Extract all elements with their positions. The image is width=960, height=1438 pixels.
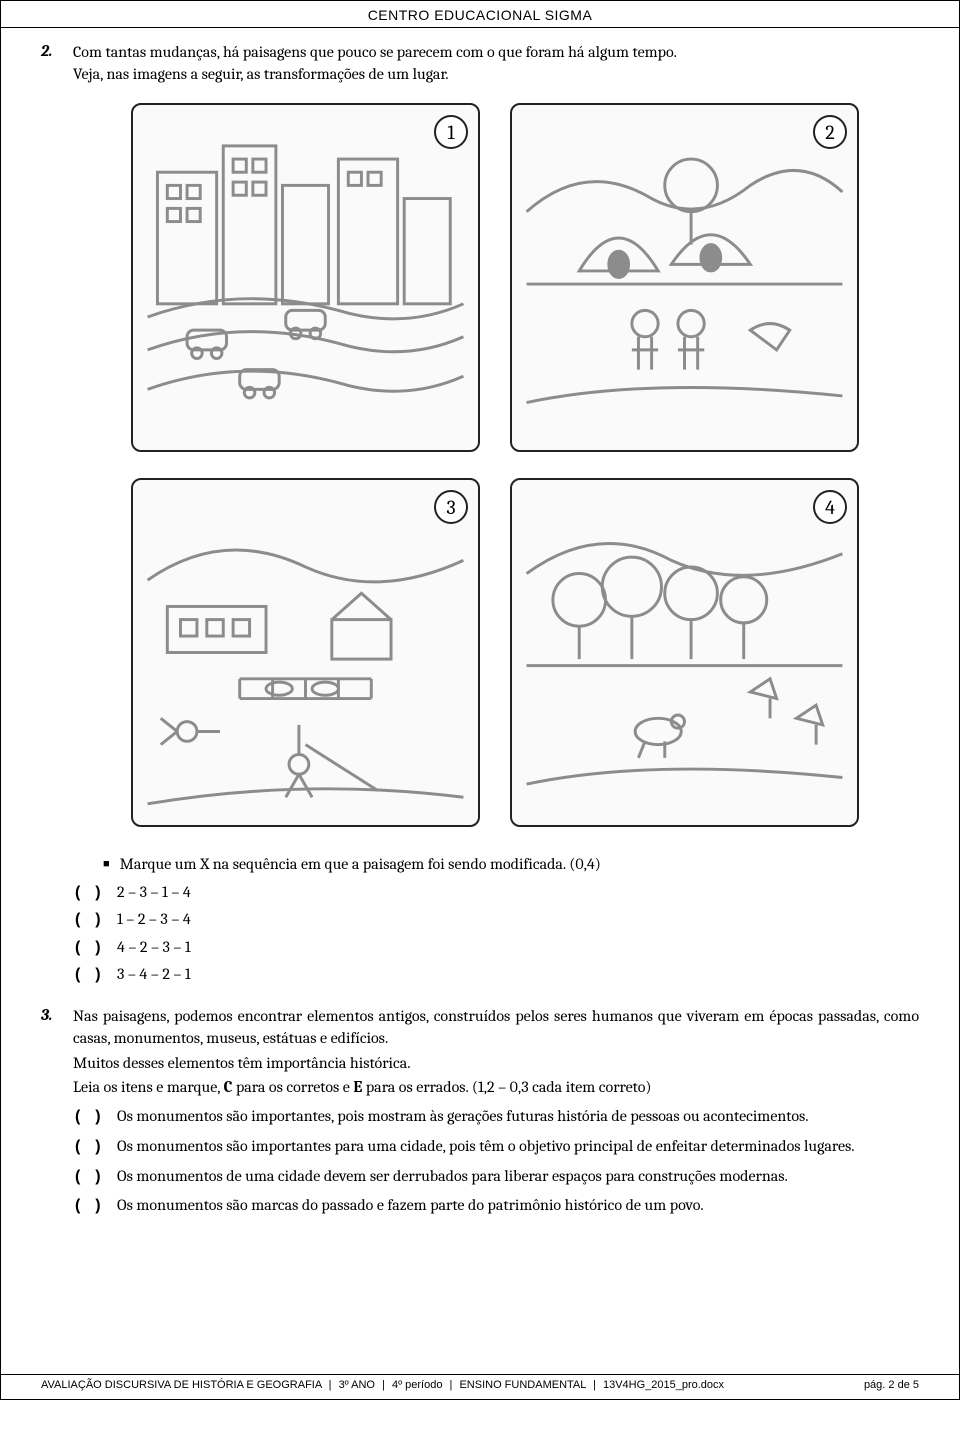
q2-text: Com tantas mudanças, há paisagens que po… bbox=[73, 42, 919, 85]
panel-4-nature: 4 bbox=[510, 478, 859, 827]
q3-p1: Nas paisagens, podemos encontrar element… bbox=[73, 1006, 919, 1049]
footer-file: 13V4HG_2015_pro.docx bbox=[603, 1379, 724, 1391]
q2-option-b[interactable]: ( ) 1 – 2 – 3 – 4 bbox=[75, 906, 919, 933]
header-rule bbox=[1, 27, 959, 28]
q2-option-c[interactable]: ( ) 4 – 2 – 3 – 1 bbox=[75, 934, 919, 961]
q3-item-b[interactable]: ( ) Os monumentos são importantes para u… bbox=[75, 1136, 919, 1158]
q2-option-a[interactable]: ( ) 2 – 3 – 1 – 4 bbox=[75, 879, 919, 906]
q2-line2: Veja, nas imagens a seguir, as transform… bbox=[73, 65, 449, 83]
q3-item-d[interactable]: ( ) Os monumentos são marcas do passado … bbox=[75, 1195, 919, 1217]
panel-1-city: 1 bbox=[131, 103, 480, 452]
q2-options: ( ) 2 – 3 – 1 – 4 ( ) 1 – 2 – 3 – 4 ( ) … bbox=[75, 879, 919, 988]
q3-item-a-text: Os monumentos são importantes, pois most… bbox=[117, 1106, 919, 1128]
panel-number-3: 3 bbox=[434, 490, 468, 524]
panel-2-sketch bbox=[520, 113, 849, 442]
q2-option-d[interactable]: ( ) 3 – 4 – 2 – 1 bbox=[75, 961, 919, 988]
q3-item-d-text: Os monumentos são marcas do passado e fa… bbox=[117, 1195, 919, 1217]
panel-number-4: 4 bbox=[813, 490, 847, 524]
page-header-title: CENTRO EDUCACIONAL SIGMA bbox=[41, 7, 919, 23]
footer-exam: AVALIAÇÃO DISCURSIVA DE HISTÓRIA E GEOGR… bbox=[41, 1379, 322, 1391]
q3-item-c[interactable]: ( ) Os monumentos de uma cidade devem se… bbox=[75, 1166, 919, 1188]
footer-page: pág. 2 de 5 bbox=[864, 1379, 919, 1391]
q2-line1: Com tantas mudanças, há paisagens que po… bbox=[73, 43, 677, 61]
panel-1-sketch bbox=[141, 113, 470, 442]
q3-item-a[interactable]: ( ) Os monumentos são importantes, pois … bbox=[75, 1106, 919, 1128]
question-2: 2. Com tantas mudanças, há paisagens que… bbox=[41, 42, 919, 988]
q2-option-d-text: 3 – 4 – 2 – 1 bbox=[117, 961, 191, 988]
panel-number-2: 2 bbox=[813, 115, 847, 149]
q2-option-b-text: 1 – 2 – 3 – 4 bbox=[117, 906, 191, 933]
footer-period: 4º período bbox=[392, 1379, 443, 1391]
q3-number: 3. bbox=[41, 1006, 63, 1049]
q2-number: 2. bbox=[41, 42, 63, 85]
panel-2-village: 2 bbox=[510, 103, 859, 452]
q3-p3: Leia os itens e marque, C para os corret… bbox=[73, 1077, 919, 1099]
footer-left: AVALIAÇÃO DISCURSIVA DE HISTÓRIA E GEOGR… bbox=[41, 1379, 724, 1391]
q3-item-b-text: Os monumentos são importantes para uma c… bbox=[117, 1136, 919, 1158]
panel-number-1: 1 bbox=[434, 115, 468, 149]
panel-3-sketch bbox=[141, 488, 470, 817]
bullet-icon: ■ bbox=[103, 855, 110, 873]
footer-rule bbox=[1, 1374, 959, 1375]
image-grid: 1 bbox=[131, 103, 859, 827]
panel-4-sketch bbox=[520, 488, 849, 817]
question-3: 3. Nas paisagens, podemos encontrar elem… bbox=[41, 1006, 919, 1217]
q2-option-c-text: 4 – 2 – 3 – 1 bbox=[117, 934, 191, 961]
footer-grade: 3º ANO bbox=[339, 1379, 375, 1391]
q3-item-c-text: Os monumentos de uma cidade devem ser de… bbox=[117, 1166, 919, 1188]
page-footer: AVALIAÇÃO DISCURSIVA DE HISTÓRIA E GEOGR… bbox=[41, 1379, 919, 1393]
panel-3-farm: 3 bbox=[131, 478, 480, 827]
q2-option-a-text: 2 – 3 – 1 – 4 bbox=[117, 879, 191, 906]
footer-level: ENSINO FUNDAMENTAL bbox=[459, 1379, 586, 1391]
q2-instruction: Marque um X na sequência em que a paisag… bbox=[120, 855, 601, 873]
q3-p2: Muitos desses elementos têm importância … bbox=[73, 1053, 919, 1075]
